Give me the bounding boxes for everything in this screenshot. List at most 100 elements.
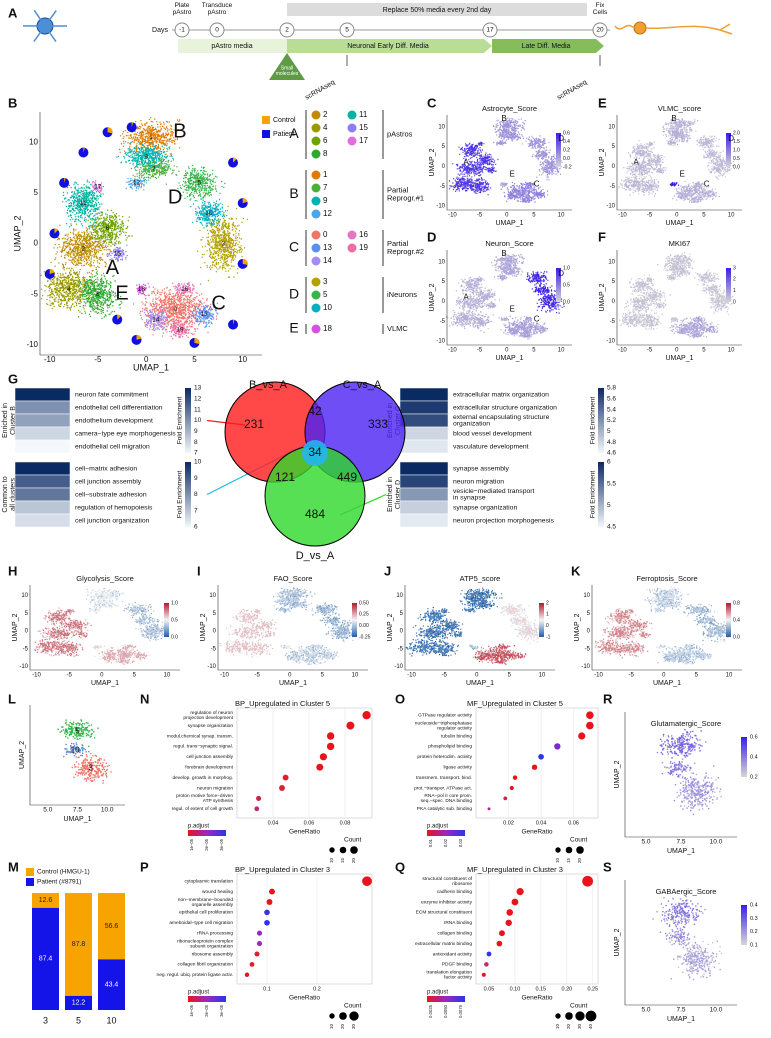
axis	[616, 115, 742, 211]
legend-dot	[576, 846, 584, 854]
legend-label: 15	[566, 858, 571, 864]
term-label: regul. of extent of cell growth	[172, 806, 234, 812]
legend-label: 10	[555, 1024, 560, 1030]
cell-points	[520, 331, 532, 339]
y-tick-label: -5	[440, 319, 446, 325]
cell-points	[484, 167, 497, 174]
cell-points	[624, 293, 658, 314]
cell-points	[461, 595, 495, 606]
legend-label: Patient (#8791)	[37, 879, 81, 886]
cell-points	[135, 619, 170, 642]
colorbar-label: 2	[546, 600, 549, 606]
dot	[582, 875, 593, 887]
group-name: pAstros	[387, 129, 413, 138]
group-label: E	[115, 283, 128, 305]
cluster-id: 11	[359, 110, 368, 119]
x-tick-label: -5	[94, 355, 102, 364]
cell-points	[627, 143, 655, 160]
colorbar-label: 2e−05	[204, 1004, 209, 1016]
cell-points	[650, 607, 666, 613]
cell-points	[657, 261, 694, 272]
value-label: 87.8	[72, 941, 86, 948]
cell-points	[636, 312, 662, 331]
cell-points	[232, 608, 261, 626]
y-tick-label: 0	[400, 629, 404, 635]
x-tick-label: -10	[594, 673, 603, 679]
cell-points	[702, 618, 729, 642]
colorbar-label: 0.0	[563, 156, 570, 162]
legend-title: p.adjust	[188, 990, 209, 996]
y-axis-label: UMAP_2	[12, 613, 19, 641]
dot	[586, 721, 594, 730]
term-label: GTPase regulator activity	[418, 712, 472, 718]
term-label: collagen fibril organization	[178, 962, 234, 968]
pie	[54, 228, 59, 234]
cell-points	[603, 625, 645, 641]
cluster-label: 3	[222, 240, 226, 247]
cell-points	[304, 656, 321, 665]
panel-title: Glutamatergic_Score	[651, 719, 721, 728]
panel-letter: G	[8, 371, 18, 386]
cluster-label: 15	[114, 250, 122, 257]
colorbar-label: 0.0	[733, 164, 740, 170]
colorbar	[427, 830, 465, 836]
x-tick-label: 10.0	[710, 1007, 723, 1014]
cell-points	[504, 651, 527, 661]
dot	[586, 711, 594, 720]
x-tick-label: -5	[441, 673, 447, 679]
cell-points	[493, 274, 508, 281]
panel-letter: P	[140, 859, 149, 874]
dot	[509, 785, 514, 791]
colorbar-label: 0.6	[563, 130, 570, 136]
colorbar-label: 1.0	[563, 265, 570, 271]
pie	[131, 122, 134, 128]
heat-cell	[399, 487, 449, 502]
x-axis-label: GeneRatio	[289, 995, 320, 1002]
x-tick-label: 0	[662, 673, 666, 679]
colorbar-label: 0.0	[733, 634, 740, 640]
legend-label: 20	[340, 1024, 345, 1030]
cell-points	[527, 135, 548, 150]
x-tick-label: 10	[106, 1015, 116, 1025]
x-axis-label: UMAP_1	[665, 355, 693, 362]
x-axis-label: UMAP_1	[63, 816, 91, 823]
y-axis-label: UMAP_2	[599, 148, 606, 176]
legend-label: Patient	[273, 131, 295, 138]
cell-points	[476, 277, 483, 282]
panel-letter: B	[8, 95, 17, 110]
cell-points	[500, 604, 530, 617]
x-tick-label: 0.15	[536, 986, 547, 992]
term-label: subunit organization	[190, 943, 233, 949]
colorbar-label: 1.5	[733, 139, 740, 145]
colorbar	[741, 737, 747, 777]
x-axis-label: UMAP_1	[667, 848, 695, 855]
cell-points	[456, 294, 490, 314]
cell-points	[710, 288, 734, 314]
cluster-id: 13	[323, 243, 332, 252]
cluster-dot	[311, 256, 321, 266]
panel-letter: K	[571, 563, 581, 578]
cell-points	[692, 181, 704, 188]
colorbar-title: Fold Enrichment	[177, 397, 184, 445]
x-axis-label: UMAP_1	[653, 680, 681, 687]
panel-title: Glycolysis_Score	[76, 574, 134, 583]
colorbar-label: 3	[733, 265, 736, 271]
panel-title: MKI67	[669, 239, 691, 248]
y-tick-label: 5	[587, 611, 591, 617]
y-tick-label: -10	[581, 664, 590, 670]
cell-points	[521, 197, 536, 203]
cell-points	[657, 166, 668, 175]
y-tick-label: 5	[442, 144, 446, 150]
pie	[49, 269, 55, 274]
y-tick-label: 10	[583, 593, 590, 599]
term-label: vesicle−mediated transport	[453, 488, 535, 495]
legend-dot	[339, 846, 347, 854]
cell-points	[77, 268, 123, 320]
cell-points	[640, 313, 663, 330]
cluster-label: 8	[96, 291, 100, 298]
cell-points	[166, 318, 192, 339]
panel-title: MF_Upregulated in Cluster 5	[467, 699, 563, 708]
cell-points	[633, 175, 660, 196]
cell-points	[530, 323, 549, 334]
panel-title: VLMC_score	[658, 104, 701, 113]
